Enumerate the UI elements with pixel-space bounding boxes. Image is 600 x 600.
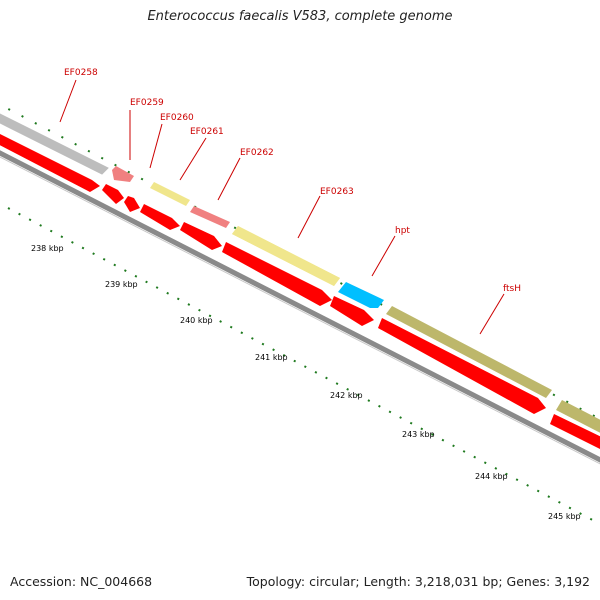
- feature-EF0259[interactable]: [112, 166, 134, 182]
- tick-label-243: 243 kbp: [402, 430, 435, 439]
- inner-scale: [7, 207, 600, 525]
- tick-label-245: 245 kbp: [548, 512, 581, 521]
- feature-ftsH-next[interactable]: [556, 400, 600, 440]
- feature-EF0261[interactable]: [190, 206, 230, 228]
- cds-1[interactable]: [0, 132, 100, 192]
- gene-label-hpt: hpt: [395, 226, 410, 236]
- gene-label-EF0262: EF0262: [240, 148, 274, 158]
- cds-2[interactable]: [102, 184, 124, 204]
- scale-labels: 238 kbp 239 kbp 240 kbp 241 kbp 242 kbp …: [31, 244, 581, 521]
- genome-summary-text: Topology: circular; Length: 3,218,031 bp…: [246, 574, 590, 589]
- feature-EF0260[interactable]: [150, 182, 190, 206]
- feature-ftsH[interactable]: [386, 306, 552, 398]
- feature-EF0263[interactable]: [232, 226, 340, 286]
- cds-4[interactable]: [140, 204, 180, 230]
- forward-strand-features: [0, 112, 600, 440]
- cds-9[interactable]: [550, 414, 600, 456]
- cds-5[interactable]: [180, 222, 222, 250]
- gene-label-EF0259: EF0259: [130, 98, 164, 108]
- cds-7[interactable]: [330, 296, 374, 326]
- reverse-strand-features: [0, 132, 600, 456]
- tick-label-242: 242 kbp: [330, 391, 363, 400]
- tick-label-240: 240 kbp: [180, 316, 213, 325]
- cds-3[interactable]: [124, 196, 140, 212]
- tick-label-238: 238 kbp: [31, 244, 64, 253]
- accession-text: Accession: NC_004668: [10, 574, 153, 589]
- gene-label-ftsH: ftsH: [503, 284, 521, 294]
- outer-tick-row: [0, 103, 600, 421]
- gene-label-EF0260: EF0260: [160, 113, 194, 123]
- cds-6[interactable]: [222, 242, 332, 306]
- gene-label-EF0258: EF0258: [64, 68, 98, 78]
- gene-label-EF0261: EF0261: [190, 127, 224, 137]
- gene-labels: EF0258 EF0259 EF0260 EF0261 EF0262 EF026…: [59, 68, 521, 335]
- tick-label-241: 241 kbp: [255, 353, 288, 362]
- feature-hpt[interactable]: [338, 282, 384, 308]
- feature-EF0258[interactable]: [0, 112, 109, 175]
- map-title: Enterococcus faecalis V583, complete gen…: [147, 9, 453, 24]
- gene-label-EF0263: EF0263: [320, 187, 354, 197]
- tick-label-244: 244 kbp: [475, 472, 508, 481]
- cds-8[interactable]: [378, 318, 546, 414]
- tick-label-239: 239 kbp: [105, 280, 138, 289]
- backbone: [0, 150, 600, 465]
